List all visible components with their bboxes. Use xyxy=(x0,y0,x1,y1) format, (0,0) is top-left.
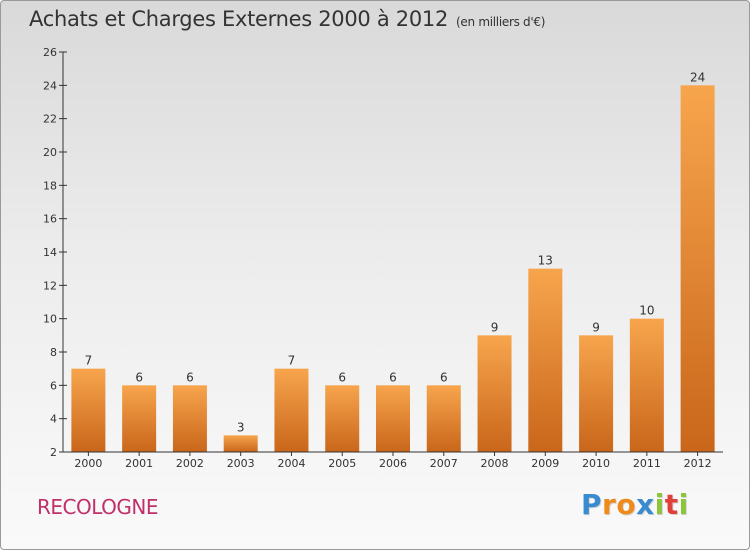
bar-2011 xyxy=(629,318,664,452)
data-label-2009: 13 xyxy=(538,254,553,268)
data-label-2008: 9 xyxy=(491,320,499,334)
y-tick-label-12: 12 xyxy=(43,279,57,292)
bar-2004 xyxy=(274,368,309,452)
data-label-2001: 6 xyxy=(135,370,143,384)
data-label-2012: 24 xyxy=(690,70,705,84)
x-tick-label-2006: 2006 xyxy=(379,457,407,470)
chart-subtitle: (en milliers d'€) xyxy=(456,15,546,29)
y-tick-label-10: 10 xyxy=(43,313,57,326)
y-tick-label-22: 22 xyxy=(43,113,57,126)
x-tick-label-2012: 2012 xyxy=(684,457,712,470)
data-label-2005: 6 xyxy=(338,370,346,384)
y-tick-label-6: 6 xyxy=(50,379,57,392)
logo-letter: r xyxy=(602,488,617,521)
bar-2007 xyxy=(426,385,461,452)
proxiti-logo: Proxiti xyxy=(581,488,689,521)
data-label-2010: 9 xyxy=(592,320,600,334)
data-label-2002: 6 xyxy=(186,370,194,384)
y-tick-label-4: 4 xyxy=(50,413,57,426)
y-tick-label-8: 8 xyxy=(50,346,57,359)
y-tick-label-2: 2 xyxy=(50,446,57,459)
data-label-2003: 3 xyxy=(237,420,245,434)
data-label-2011: 10 xyxy=(639,304,654,318)
bar-2008 xyxy=(477,335,512,452)
logo-letter: i xyxy=(654,488,665,521)
logo-letter: o xyxy=(616,488,637,521)
y-tick-label-26: 26 xyxy=(43,46,57,59)
x-tick-label-2008: 2008 xyxy=(481,457,509,470)
y-tick-label-18: 18 xyxy=(43,179,57,192)
bar-2009 xyxy=(528,268,563,452)
x-tick-label-2010: 2010 xyxy=(582,457,610,470)
data-label-2007: 6 xyxy=(440,370,448,384)
x-tick-label-2001: 2001 xyxy=(125,457,153,470)
logo-letter: t xyxy=(664,488,679,521)
x-tick-label-2002: 2002 xyxy=(176,457,204,470)
x-tick-label-2000: 2000 xyxy=(74,457,102,470)
logo-letter: i xyxy=(678,488,689,521)
x-tick-label-2011: 2011 xyxy=(633,457,661,470)
bar-2001 xyxy=(122,385,157,452)
x-tick-label-2005: 2005 xyxy=(328,457,356,470)
y-tick-label-24: 24 xyxy=(43,79,57,92)
x-tick-label-2004: 2004 xyxy=(277,457,305,470)
y-tick-label-16: 16 xyxy=(43,213,57,226)
data-label-2000: 7 xyxy=(85,354,93,368)
chart-title-text: Achats et Charges Externes 2000 à 2012 xyxy=(29,7,449,31)
bar-2006 xyxy=(376,385,410,452)
commune-name: RECOLOGNE xyxy=(37,495,159,519)
bar-2002 xyxy=(172,385,207,452)
logo-letter: x xyxy=(636,488,655,521)
bar-2000 xyxy=(71,368,106,452)
logo-letter: P xyxy=(581,488,603,521)
x-tick-label-2007: 2007 xyxy=(430,457,458,470)
x-tick-label-2009: 2009 xyxy=(531,457,559,470)
y-tick-label-20: 20 xyxy=(43,146,57,159)
bar-2012 xyxy=(680,85,715,452)
data-label-2004: 7 xyxy=(288,354,296,368)
y-tick-label-14: 14 xyxy=(43,246,57,259)
chart-title: Achats et Charges Externes 2000 à 2012 (e… xyxy=(29,7,545,31)
bar-2005 xyxy=(325,385,360,452)
bar-2003 xyxy=(223,435,258,452)
bar-2010 xyxy=(579,335,614,452)
x-tick-label-2003: 2003 xyxy=(227,457,255,470)
data-label-2006: 6 xyxy=(389,370,397,384)
